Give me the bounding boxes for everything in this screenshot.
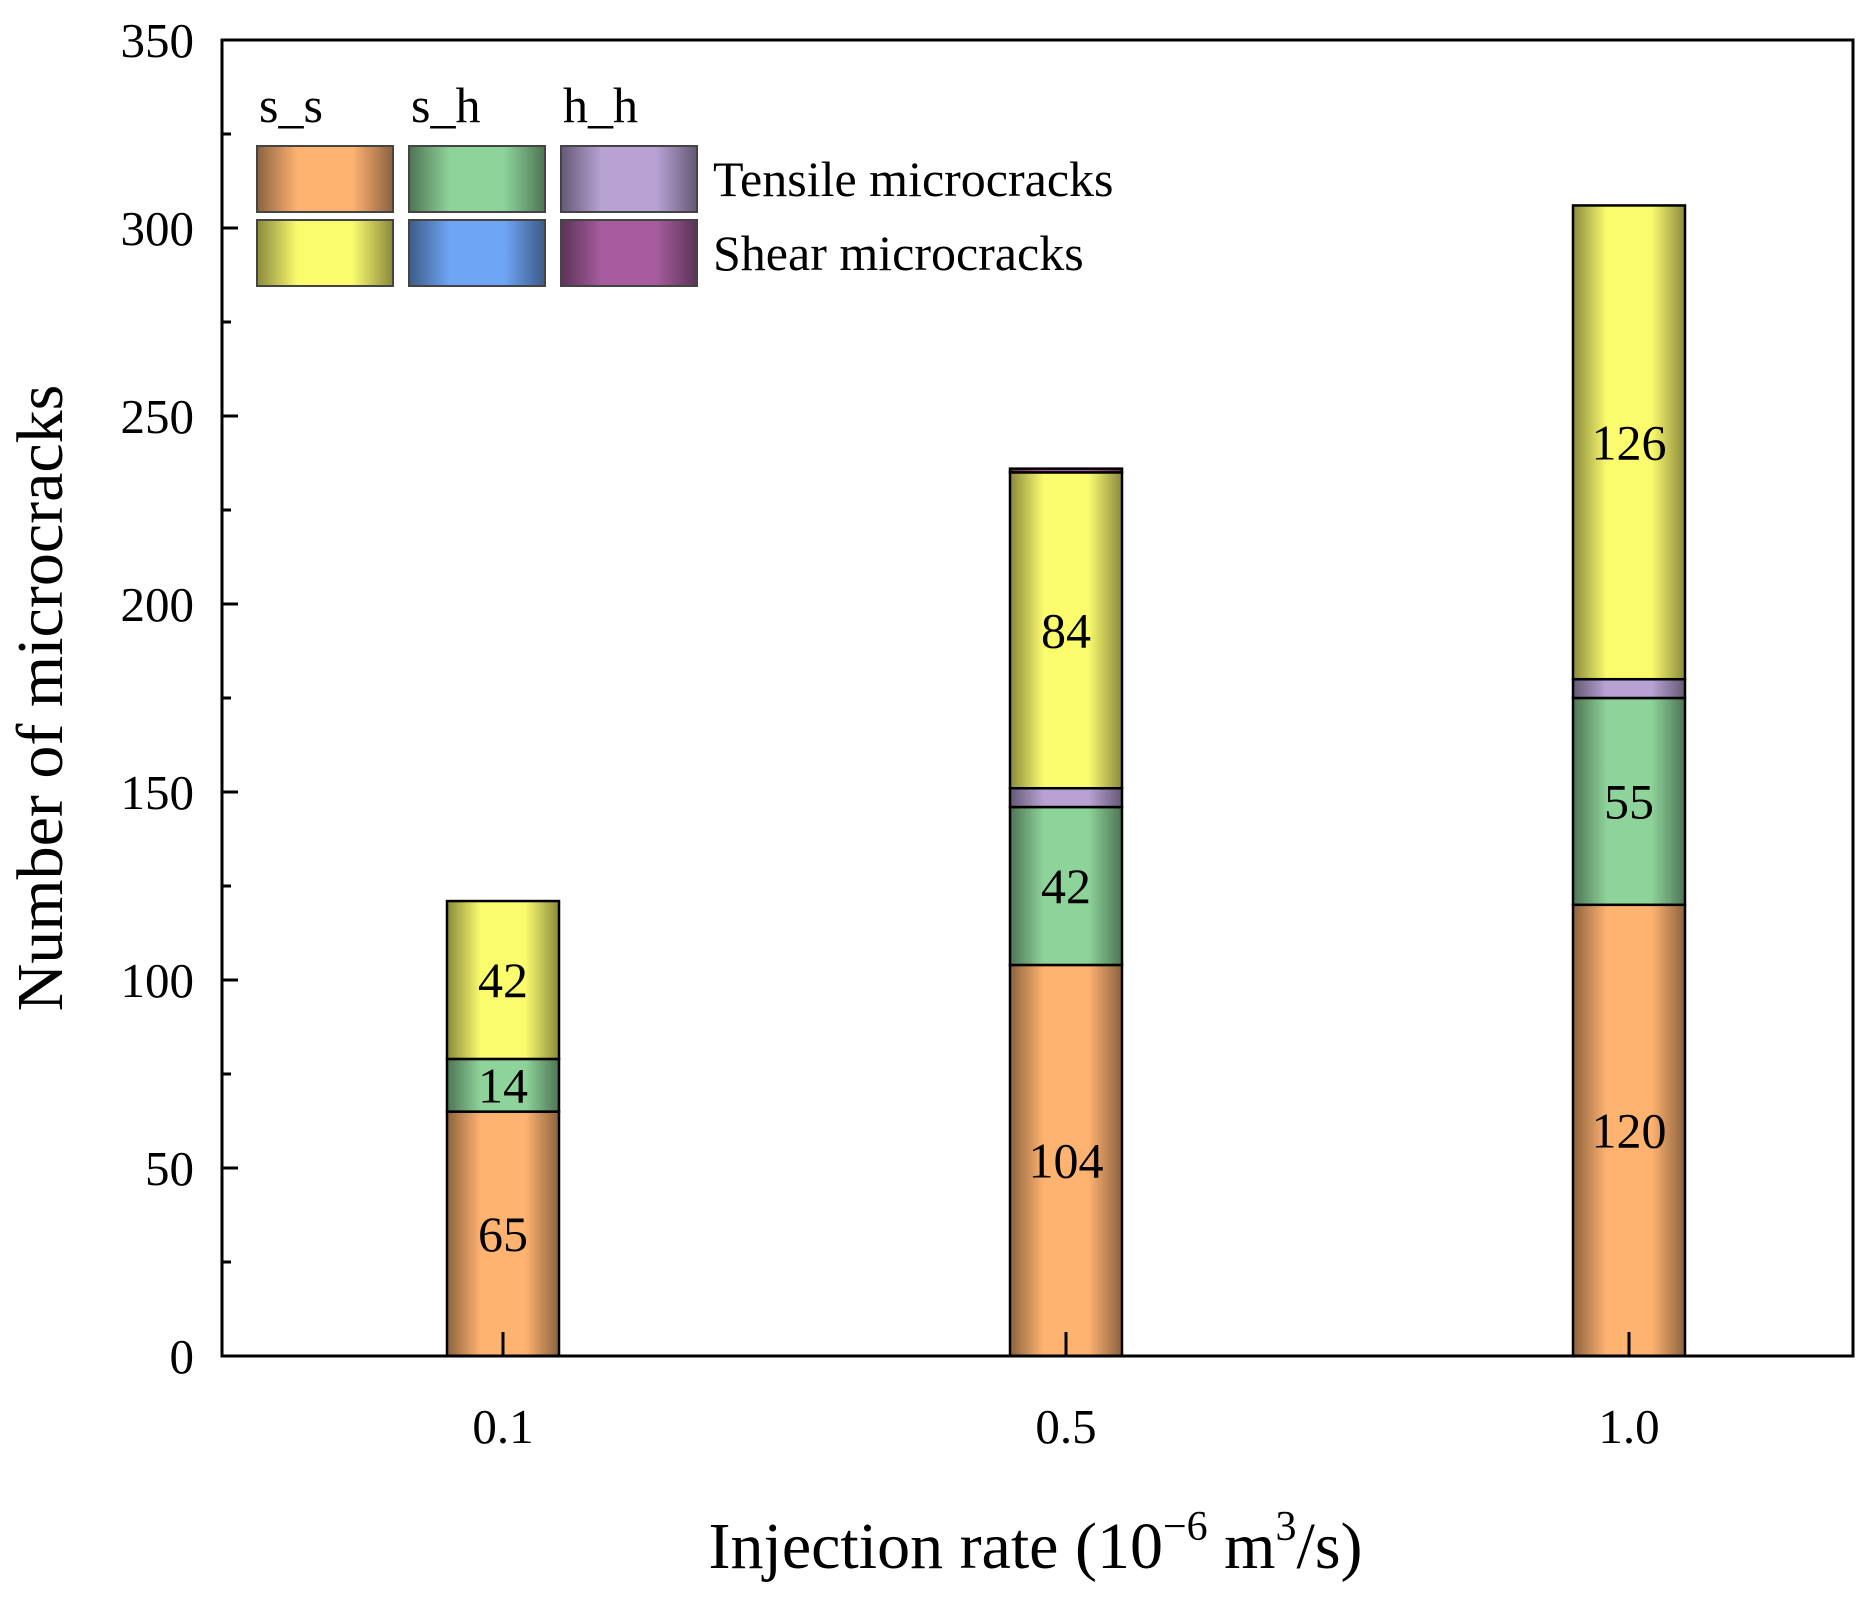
bar-segment-shear_h_h-0.5 xyxy=(1008,467,1124,474)
legend-swatch xyxy=(256,219,394,287)
y-axis-title: Number of microcracks xyxy=(4,385,77,1012)
legend-column-header: s_s xyxy=(259,77,323,133)
data-label: 42 xyxy=(478,952,528,1008)
bar-segment-shear_s_s-0.1 xyxy=(445,899,561,1061)
legend-swatch xyxy=(560,145,698,213)
y-tick-label: 350 xyxy=(121,13,195,68)
y-axis: 0 50 100 150 200 250 300 350 xyxy=(121,13,238,1384)
legend-swatch xyxy=(560,219,698,287)
bar-segment-shear_s_s-0.5 xyxy=(1008,471,1124,790)
y-tick-label: 0 xyxy=(170,1329,195,1384)
bar-segment-tensile_s_s-1.0 xyxy=(1571,903,1687,1358)
y-tick-label: 200 xyxy=(121,577,195,632)
bar-segment-shear_s_s-1.0 xyxy=(1571,204,1687,681)
data-label: 104 xyxy=(1029,1132,1104,1188)
data-labels-layer: 65 14 42 104 42 84 120 55 126 xyxy=(478,414,1667,1261)
legend-row-label: Tensile microcracks xyxy=(713,151,1114,207)
x-axis-title: Injection rate (10−6 m3/s) xyxy=(709,1504,1363,1583)
legend-swatch xyxy=(408,219,546,287)
x-axis-title-unit-exponent: 3 xyxy=(1276,1504,1297,1550)
x-tick-label: 0.5 xyxy=(1035,1399,1096,1454)
bars-layer xyxy=(445,204,1687,1358)
y-tick-label: 50 xyxy=(145,1141,194,1196)
bar-segment-tensile_s_s-0.1 xyxy=(445,1110,561,1358)
y-tick-label: 100 xyxy=(121,953,195,1008)
data-label: 65 xyxy=(478,1206,528,1262)
y-tick-label: 150 xyxy=(121,765,195,820)
data-label: 84 xyxy=(1041,602,1091,658)
data-label: 126 xyxy=(1592,414,1667,470)
legend-column-header: s_h xyxy=(411,77,480,133)
bar-segment-tensile_s_h-0.1 xyxy=(445,1057,561,1113)
x-tick-label: 1.0 xyxy=(1598,1399,1659,1454)
x-axis: 0.1 0.5 1.0 xyxy=(472,1332,1660,1454)
y-tick-label: 250 xyxy=(121,389,195,444)
bar-segment-tensile_h_h-1.0 xyxy=(1571,677,1687,700)
legend-row-label: Shear microcracks xyxy=(713,225,1084,281)
legend-column-header: h_h xyxy=(563,77,638,133)
x-axis-title-suffix: /s) xyxy=(1297,1510,1363,1583)
data-label: 14 xyxy=(478,1057,528,1113)
x-tick-label: 0.1 xyxy=(472,1399,533,1454)
bar-segment-tensile_s_h-0.5 xyxy=(1008,805,1124,967)
legend-swatch xyxy=(256,145,394,213)
bar-segment-tensile_h_h-0.5 xyxy=(1008,786,1124,809)
x-axis-title-unit: m xyxy=(1208,1510,1276,1583)
data-label: 120 xyxy=(1592,1102,1667,1158)
data-label: 55 xyxy=(1604,773,1654,829)
legend-swatch xyxy=(408,145,546,213)
y-tick-label: 300 xyxy=(121,201,195,256)
x-axis-title-prefix: Injection rate (10 xyxy=(709,1510,1163,1583)
x-axis-title-exponent: −6 xyxy=(1163,1504,1208,1550)
bar-segment-tensile_s_s-0.5 xyxy=(1008,963,1124,1358)
data-label: 42 xyxy=(1041,858,1091,914)
legend: s_s s_h h_h Tensile microcracks Shear microc… xyxy=(256,77,1114,287)
